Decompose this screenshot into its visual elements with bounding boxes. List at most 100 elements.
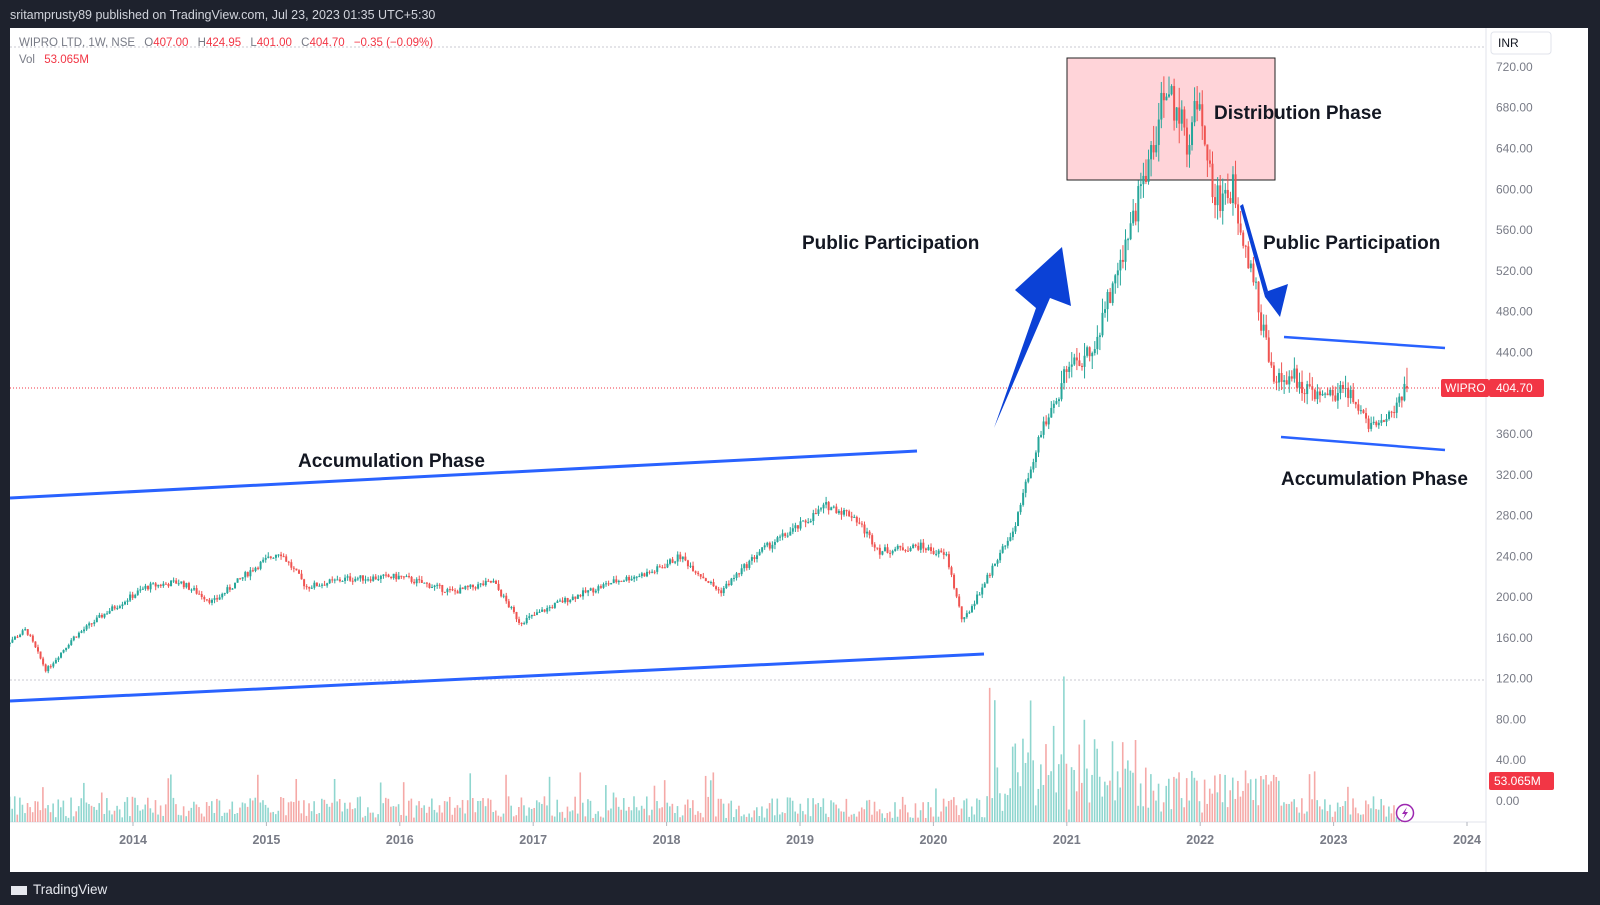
candle-body xyxy=(1068,366,1071,372)
candle-body xyxy=(589,588,592,591)
candle-body xyxy=(658,566,661,568)
volume-bar xyxy=(1324,799,1326,822)
volume-bar xyxy=(372,812,374,822)
candle-body xyxy=(428,583,431,588)
candle-body xyxy=(277,554,280,556)
currency-label[interactable]: INR xyxy=(1498,36,1519,50)
candle-body xyxy=(707,581,710,583)
candle-body xyxy=(1201,104,1204,127)
candle-body xyxy=(131,594,134,598)
price-tick-label: 560.00 xyxy=(1496,223,1533,237)
candle-body xyxy=(477,584,480,589)
candle-body xyxy=(93,622,96,624)
volume-bar xyxy=(1388,806,1390,822)
candle-body xyxy=(843,510,846,515)
trendline-upper-left[interactable] xyxy=(9,449,918,500)
candle-body xyxy=(715,586,718,590)
candle-body xyxy=(280,554,283,557)
volume-bar xyxy=(1096,748,1098,822)
volume-bar xyxy=(459,807,461,822)
arrow-up-icon[interactable] xyxy=(994,247,1071,428)
volume-bar xyxy=(594,813,597,822)
candle-body xyxy=(136,590,139,595)
trendline-upper-right[interactable] xyxy=(1283,335,1446,350)
label-accumulation-right[interactable]: Accumulation Phase xyxy=(1281,469,1468,490)
volume-bar xyxy=(1244,770,1247,822)
candle-body xyxy=(906,550,909,552)
candle-body xyxy=(1285,380,1288,385)
volume-bar xyxy=(438,805,441,822)
volume-bar xyxy=(65,816,67,822)
volume-bar xyxy=(538,802,541,822)
currency-button[interactable] xyxy=(1490,31,1552,55)
volume-bar xyxy=(1249,779,1252,822)
volume-bar xyxy=(98,803,100,822)
volume-bar xyxy=(154,800,157,822)
candle-body xyxy=(518,619,521,623)
candle-body xyxy=(100,614,103,618)
lightning-icon[interactable] xyxy=(1395,803,1415,823)
candle-body xyxy=(328,579,331,584)
candle-body xyxy=(116,607,119,609)
tradingview-logo[interactable]: TradingView xyxy=(11,882,107,897)
distribution-box[interactable] xyxy=(1066,57,1276,181)
candle-body xyxy=(210,599,213,603)
chart-panel[interactable]: Accumulation Phase Public Participation … xyxy=(0,28,1588,872)
candle-body xyxy=(203,596,206,600)
candle-body xyxy=(781,533,784,537)
candle-body xyxy=(748,560,751,568)
volume-bar xyxy=(1127,760,1129,822)
candle-body xyxy=(1254,281,1257,283)
volume-bar xyxy=(850,814,853,822)
volume-bar xyxy=(177,814,180,822)
volume-bar xyxy=(300,813,303,822)
candle-body xyxy=(1382,420,1385,422)
candle-body xyxy=(244,572,247,578)
volume-bar xyxy=(1196,780,1198,822)
time-axis[interactable]: 2014 2015 2016 2017 2018 2019 2020 2021 2022 2023… xyxy=(119,822,1481,847)
candle-body xyxy=(889,552,892,554)
candle-body xyxy=(80,631,83,633)
volume-bar xyxy=(11,808,13,822)
price-tick-label: 280.00 xyxy=(1496,509,1533,523)
price-chart[interactable]: Accumulation Phase Public Participation … xyxy=(0,28,1588,872)
volume-bar xyxy=(487,798,489,822)
candle-body xyxy=(863,524,866,534)
candle-body xyxy=(451,589,454,591)
candle-body xyxy=(999,552,1002,561)
label-public-participation-up[interactable]: Public Participation xyxy=(802,233,979,254)
symbol-legend[interactable]: WIPRO LTD, 1W, NSE O407.00 H424.95 L401.… xyxy=(19,37,433,66)
volume-bar xyxy=(1316,800,1319,822)
candle-body xyxy=(1249,263,1252,269)
volume-bar xyxy=(397,804,400,822)
trendline-lower-left[interactable] xyxy=(9,652,985,703)
candle-body xyxy=(679,554,682,560)
candle-body xyxy=(333,579,336,581)
volume-bar xyxy=(914,803,917,822)
candle-body xyxy=(832,506,835,508)
volume-bar xyxy=(1111,741,1114,822)
label-distribution[interactable]: Distribution Phase xyxy=(1214,103,1382,124)
candle-body xyxy=(367,579,370,581)
candle-body xyxy=(942,552,945,555)
candle-body xyxy=(845,510,848,512)
volume-bar xyxy=(1260,776,1262,822)
volume-bar xyxy=(1208,788,1211,822)
volume-bar xyxy=(502,813,505,822)
volume-bar xyxy=(950,799,953,822)
candle-body xyxy=(530,614,533,617)
candle-body xyxy=(640,573,643,577)
price-axis[interactable]: INR 720.00 680.00 640.00 600.00 560.00 520.00… xyxy=(1490,31,1552,808)
volume-bar xyxy=(1101,796,1104,822)
volume-bar xyxy=(960,808,963,822)
label-accumulation-left[interactable]: Accumulation Phase xyxy=(298,451,485,472)
trendline-lower-right[interactable] xyxy=(1280,435,1446,452)
arrow-down-icon[interactable] xyxy=(1240,204,1288,317)
volume-bar xyxy=(290,801,292,822)
volume-bar xyxy=(1034,805,1037,822)
volume-bar xyxy=(395,806,397,822)
volume-bar xyxy=(454,807,456,822)
candle-body xyxy=(1142,175,1145,185)
volume-bar xyxy=(748,813,750,822)
label-public-participation-down[interactable]: Public Participation xyxy=(1263,233,1440,254)
